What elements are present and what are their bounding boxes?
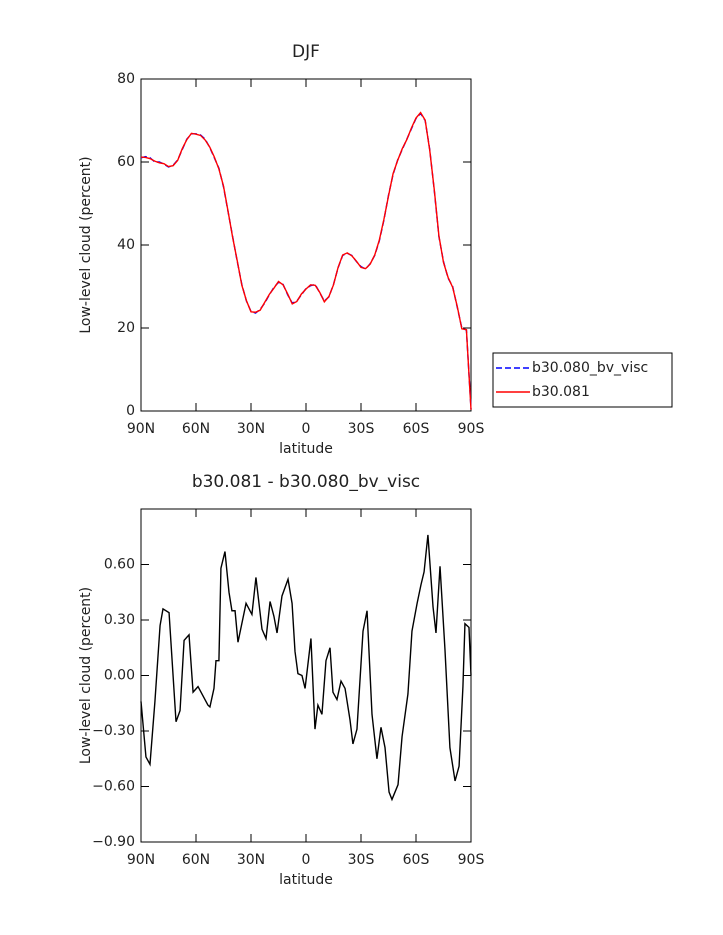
- y-tick-label: 80: [117, 71, 135, 87]
- legend-label: b30.081: [532, 384, 590, 400]
- y-tick-label: 40: [117, 237, 135, 253]
- chart-title: b30.081 - b30.080_bv_visc: [192, 472, 420, 492]
- x-tick-label: 30N: [237, 421, 265, 437]
- x-tick-label: 60S: [403, 421, 430, 437]
- y-tick-label: 0.00: [104, 668, 135, 684]
- x-tick-label: 0: [302, 421, 311, 437]
- x-tick-label: 60S: [403, 852, 430, 868]
- x-axis-label: latitude: [279, 872, 333, 888]
- y-tick-label: 20: [117, 320, 135, 336]
- chart-title: DJF: [292, 42, 320, 62]
- x-tick-label: 0: [302, 852, 311, 868]
- plot-frame: [140, 78, 472, 412]
- y-tick-label: −0.90: [92, 834, 135, 850]
- x-axis-label: latitude: [279, 441, 333, 457]
- x-tick-label: 90S: [458, 421, 485, 437]
- x-tick-label: 30S: [348, 421, 375, 437]
- legend-box: [492, 352, 673, 408]
- y-tick-label: 60: [117, 154, 135, 170]
- y-axis-label: Low-level cloud (percent): [78, 156, 94, 333]
- x-tick-label: 90N: [127, 421, 155, 437]
- x-tick-label: 90N: [127, 852, 155, 868]
- series-line: [140, 534, 472, 802]
- y-tick-label: −0.60: [92, 779, 135, 795]
- x-tick-label: 90S: [458, 852, 485, 868]
- y-tick-label: 0.30: [104, 612, 135, 628]
- y-tick-label: 0: [126, 403, 135, 419]
- x-tick-label: 60N: [182, 421, 210, 437]
- x-tick-label: 60N: [182, 852, 210, 868]
- y-tick-label: −0.30: [92, 723, 135, 739]
- series-line: [140, 111, 472, 410]
- y-tick-label: 0.60: [104, 557, 135, 573]
- legend-label: b30.080_bv_visc: [532, 360, 648, 376]
- series-line: [140, 112, 472, 409]
- y-axis-label: Low-level cloud (percent): [78, 587, 94, 764]
- x-tick-label: 30S: [348, 852, 375, 868]
- x-tick-label: 30N: [237, 852, 265, 868]
